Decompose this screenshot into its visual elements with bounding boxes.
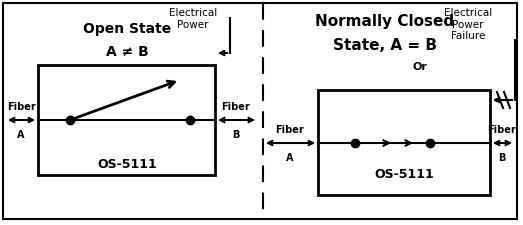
Bar (38, 65, 215, 175)
Text: Normally Closed: Normally Closed (315, 14, 454, 29)
Text: A: A (286, 153, 294, 163)
Text: OS-5111: OS-5111 (97, 158, 157, 171)
Text: Electrical
Power: Electrical Power (169, 8, 217, 30)
Text: A ≠ B: A ≠ B (106, 45, 149, 59)
Text: Fiber: Fiber (7, 102, 36, 112)
Text: Or: Or (413, 62, 427, 72)
Text: Electrical
Power
Failure: Electrical Power Failure (444, 8, 492, 41)
Bar (318, 90, 490, 195)
Text: State, A = B: State, A = B (333, 38, 437, 53)
Text: Fiber: Fiber (487, 125, 516, 135)
Text: A: A (17, 130, 25, 140)
Text: Open State: Open State (83, 22, 171, 36)
Text: B: B (498, 153, 506, 163)
Text: OS-5111: OS-5111 (374, 168, 434, 181)
Text: Fiber: Fiber (222, 102, 251, 112)
Text: B: B (232, 130, 240, 140)
Text: Fiber: Fiber (276, 125, 304, 135)
